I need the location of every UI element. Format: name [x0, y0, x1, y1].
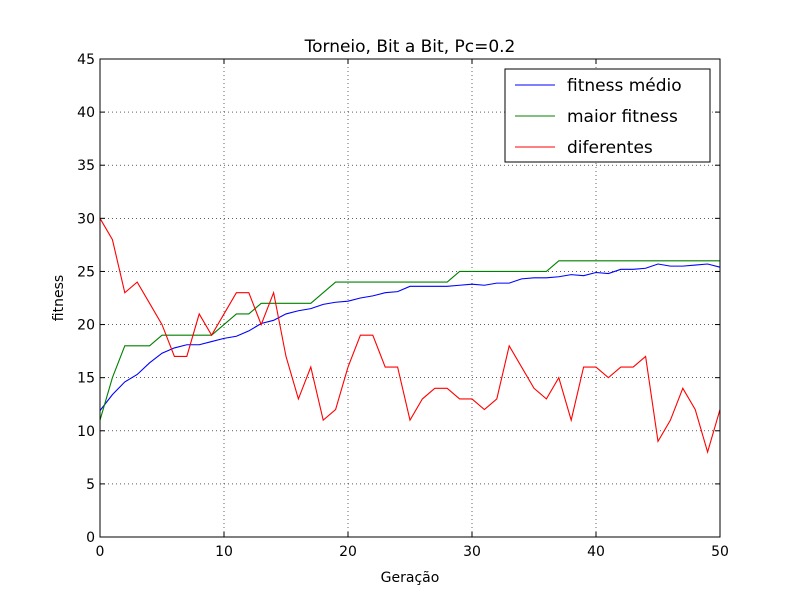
- axis-ticks: 0 10 20 30 40 50 0 5 10 15 20 25 30 35 40 45: [77, 52, 729, 560]
- x-tick-label: 40: [587, 544, 605, 560]
- y-tick-label: 25: [77, 264, 95, 280]
- series-layer: [99, 218, 721, 454]
- y-tick-label: 45: [77, 52, 95, 68]
- y-axis-label: fitness: [51, 275, 67, 321]
- plot-frame: [99, 58, 721, 538]
- y-tick-label: 15: [77, 371, 95, 387]
- legend: fitness médio maior fitness diferentes: [504, 68, 711, 163]
- y-tick-label: 30: [77, 211, 95, 227]
- x-tick-label: 0: [96, 544, 105, 560]
- y-tick-label: 0: [86, 530, 95, 546]
- series-line-2: [99, 218, 721, 454]
- chart-title: Torneio, Bit a Bit, Pc=0.2: [304, 37, 516, 57]
- x-axis-label: Geração: [381, 570, 440, 586]
- y-tick-label: 10: [77, 424, 95, 440]
- y-tick-label: 20: [77, 318, 95, 334]
- y-tick-label: 5: [86, 477, 95, 493]
- x-tick-label: 50: [711, 544, 729, 560]
- legend-label-2: diferentes: [567, 138, 653, 158]
- series-line-1: [99, 260, 720, 421]
- x-tick-label: 30: [463, 544, 481, 560]
- x-tick-label: 10: [215, 544, 233, 560]
- x-tick-label: 20: [339, 544, 357, 560]
- y-tick-label: 40: [77, 105, 95, 121]
- legend-label-1: maior fitness: [567, 107, 678, 127]
- y-tick-label: 35: [77, 158, 95, 174]
- legend-label-0: fitness médio: [567, 76, 682, 96]
- series-line-0: [99, 263, 721, 411]
